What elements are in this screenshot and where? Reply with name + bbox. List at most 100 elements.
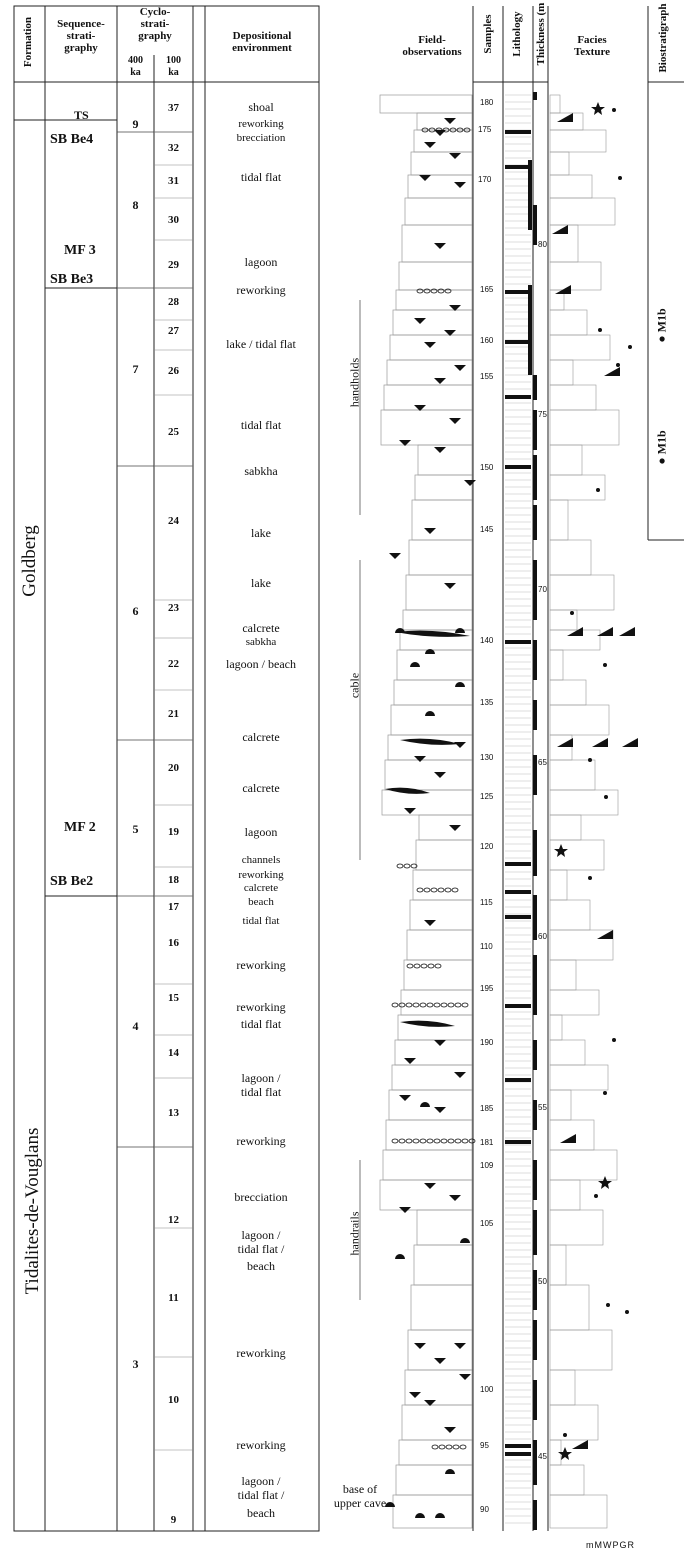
dot-symbol <box>570 611 574 615</box>
lithology-marker-bed <box>505 890 531 894</box>
seq-sb-be3: SB Be3 <box>50 272 94 287</box>
sample-tick-label: 170 <box>478 175 492 184</box>
label-base-upper-cave: base of upper cave <box>333 1482 387 1510</box>
oncoid-symbol <box>449 127 457 133</box>
oncoid-symbol <box>423 288 431 294</box>
environment-label: beach <box>247 1259 275 1273</box>
oncoid-symbol <box>461 1002 469 1008</box>
field-bed <box>397 1014 473 1041</box>
formation-header: Formation <box>22 16 34 68</box>
lithology-marker-bed <box>505 290 531 294</box>
facies-bed <box>549 261 602 291</box>
cycle-100-26: 26 <box>168 365 179 377</box>
cycle-100-30: 30 <box>168 214 179 226</box>
oncoid-symbol <box>437 887 445 893</box>
sample-tick-label: 75 <box>538 410 547 419</box>
sample-tick-label: 165 <box>480 285 494 294</box>
field-bed <box>392 309 473 336</box>
sample-tick-label: 195 <box>480 984 494 993</box>
environment-label: tidal flat / <box>237 1242 285 1256</box>
thickness-bar <box>528 285 532 375</box>
field-bed <box>413 1244 473 1286</box>
environment-label: lagoon / beach <box>226 657 296 671</box>
facies-bed <box>549 1179 581 1211</box>
formation-tidalites: Tidalites-de-Vouglans <box>22 1127 43 1295</box>
oncoid-symbol <box>426 1002 434 1008</box>
dot-symbol <box>616 363 620 367</box>
facies-bed <box>549 959 577 991</box>
field-bed <box>416 112 473 131</box>
oncoid-symbol <box>398 1002 406 1008</box>
sample-tick-label: 130 <box>480 753 494 762</box>
thickness-bar <box>533 505 537 540</box>
facies-bed <box>549 129 607 153</box>
lithology-marker-bed <box>505 1140 531 1144</box>
star-fossil-symbol <box>598 1176 612 1189</box>
fenestrae-symbol <box>444 583 456 589</box>
facies-bed <box>549 359 574 386</box>
facies-bed <box>549 814 582 841</box>
thickness-bar <box>533 1160 537 1200</box>
facies-bed <box>549 759 596 791</box>
dot-symbol <box>588 876 592 880</box>
grain-size-triangle <box>592 738 608 747</box>
field-bed <box>402 609 473 631</box>
bioturbation-symbol <box>425 711 435 716</box>
fenestrae-symbol <box>414 318 426 324</box>
field-bed <box>410 1284 473 1331</box>
cycle-100-27: 27 <box>168 325 179 337</box>
cycle-100-13: 13 <box>168 1107 179 1119</box>
depositional-header: Depositional environment <box>232 30 292 54</box>
environment-label: reworking <box>236 283 286 297</box>
sample-tick-label: 140 <box>480 636 494 645</box>
dot-symbol <box>596 488 600 492</box>
oncoid-symbol <box>416 887 424 893</box>
thickness-bar <box>533 640 537 680</box>
dot-symbol <box>625 1310 629 1314</box>
cycle-100-21: 21 <box>168 708 179 720</box>
lens-bed <box>400 738 460 745</box>
facies-bed <box>549 899 591 931</box>
oncoid-symbol <box>405 1002 413 1008</box>
fenestrae-symbol <box>434 772 446 778</box>
environment-label: beach <box>247 1506 275 1520</box>
grain-size-triangle <box>597 627 613 636</box>
thickness-bar <box>533 1320 537 1360</box>
fenestrae-symbol <box>444 1427 456 1433</box>
fenestrae-symbol <box>434 1358 446 1364</box>
cycle-100-23: 23 <box>168 602 179 614</box>
thickness-bar <box>533 410 537 450</box>
sample-tick-label: 125 <box>480 792 494 801</box>
dot-symbol <box>563 1433 567 1437</box>
facies-bed <box>549 1494 608 1529</box>
sample-tick-label: 80 <box>538 240 547 249</box>
thickness-bar <box>533 1210 537 1255</box>
seq-sb-be4: SB Be4 <box>50 132 94 147</box>
thickness-bar <box>533 1500 537 1530</box>
oncoid-symbol <box>420 963 428 969</box>
dot-symbol <box>618 176 622 180</box>
cycle-400-3: 3 <box>132 1357 139 1371</box>
sample-tick-label: 145 <box>480 525 494 534</box>
thickness-bar <box>528 160 532 230</box>
bioturbation-symbol <box>455 628 465 633</box>
facies-axis-label: mMWPGR <box>586 1540 635 1550</box>
oncoid-symbol <box>413 963 421 969</box>
field-bed <box>406 929 473 961</box>
field-bed <box>417 444 473 476</box>
fenestrae-symbol <box>449 153 461 159</box>
facies-bed <box>549 1284 590 1331</box>
fenestrae-symbol <box>464 480 476 486</box>
lithology-marker-bed <box>505 395 531 399</box>
field-bed <box>385 1119 473 1151</box>
environment-label: reworking <box>236 958 286 972</box>
facies-bed <box>549 444 583 476</box>
bioturbation-symbol <box>425 649 435 654</box>
fenestrae-symbol <box>419 175 431 181</box>
sample-tick-label: 150 <box>480 463 494 472</box>
sample-tick-label: 90 <box>480 1505 489 1514</box>
cycle-100-17: 17 <box>168 901 179 913</box>
grain-size-triangle <box>552 225 568 234</box>
label-cable: cable <box>347 672 362 699</box>
fenestrae-symbol <box>404 808 416 814</box>
